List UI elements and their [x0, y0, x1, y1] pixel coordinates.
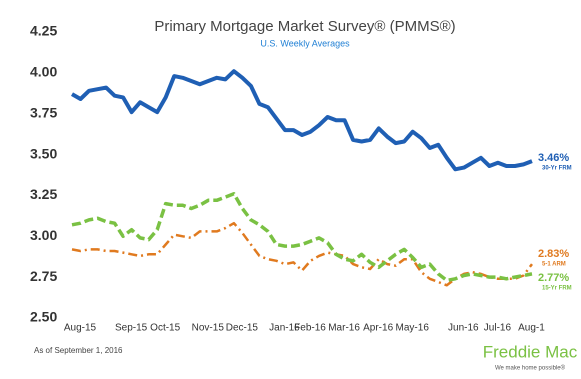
x-tick-label: Apr-16: [363, 323, 393, 334]
footnote: As of September 1, 2016: [34, 346, 123, 355]
x-tick-label: Jan-16: [269, 323, 300, 334]
value-label: 2.77%: [538, 272, 569, 284]
y-tick-label: 2.50: [30, 309, 57, 325]
chart-subtitle: U.S. Weekly Averages: [260, 38, 350, 48]
y-tick-label: 4.25: [30, 23, 57, 39]
y-tick-label: 3.75: [30, 104, 57, 120]
y-tick-label: 3.00: [30, 227, 57, 243]
series-name: 5-1 ARM: [542, 262, 566, 268]
series-line: [71, 69, 533, 172]
x-tick-label: Aug-15: [64, 323, 97, 334]
value-label: 2.83%: [538, 248, 569, 260]
x-tick-label: Mar-16: [328, 323, 360, 334]
logo-tagline: We make home possible®: [495, 365, 566, 372]
y-tick-label: 3.50: [30, 145, 57, 161]
y-tick-label: 2.75: [30, 268, 57, 284]
chart-title: Primary Mortgage Market Survey® (PMMS®): [154, 18, 455, 35]
x-tick-label: Jun-16: [448, 323, 479, 334]
y-tick-label: 3.25: [30, 186, 57, 202]
x-tick-label: Jul-16: [484, 323, 512, 334]
x-tick-label: May-16: [396, 323, 430, 334]
x-tick-label: Sep-15: [115, 323, 148, 334]
x-tick-label: Feb-16: [294, 323, 326, 334]
x-tick-label: Dec-15: [226, 323, 259, 334]
x-tick-label: Oct-15: [150, 323, 180, 334]
x-tick-label: Nov-15: [192, 323, 225, 334]
series-name: 30-Yr FRM: [542, 166, 572, 172]
value-label: 3.46%: [538, 152, 569, 164]
series-name: 15-Yr FRM: [542, 285, 572, 291]
y-tick-label: 4.00: [30, 64, 57, 80]
logo-name: Freddie Mac: [483, 342, 578, 361]
x-tick-label: Aug-1: [518, 323, 545, 334]
series-line: [71, 192, 533, 283]
